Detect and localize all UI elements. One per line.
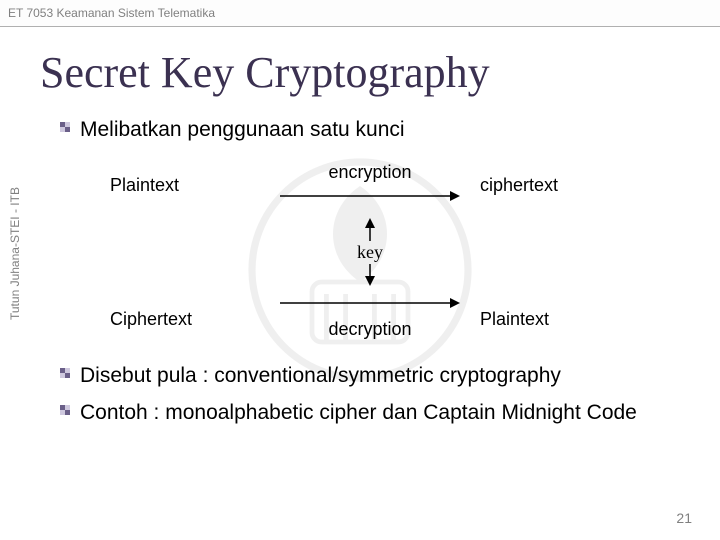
right-arrow-icon [280,189,460,203]
page-number: 21 [676,510,692,526]
bullet-text: Melibatkan penggunaan satu kunci [80,116,405,144]
slide-title: Secret Key Cryptography [40,47,720,98]
key-arrows-icon: key [280,216,460,286]
course-code: ET 7053 Keamanan Sistem Telematika [8,6,215,20]
bullet-icon [60,122,70,132]
bullet-icon [60,368,70,378]
bullet-item: Disebut pula : conventional/symmetric cr… [60,362,720,390]
encryption-row: Plaintext encryption ciphertext [110,162,630,208]
plaintext-out-label: Plaintext [480,309,630,330]
key-row: key [110,216,630,286]
bullet-text: Disebut pula : conventional/symmetric cr… [80,362,561,390]
decryption-label: decryption [280,319,460,340]
author-sidebar: Tutun Juhana-STEI - ITB [8,187,22,320]
course-header: ET 7053 Keamanan Sistem Telematika [0,0,720,27]
bullet-item: Melibatkan penggunaan satu kunci [60,116,720,144]
decryption-row: Ciphertext decryption Plaintext [110,294,630,344]
ciphertext-label: ciphertext [480,175,630,196]
bullet-text: Contoh : monoalphabetic cipher dan Capta… [80,399,637,427]
plaintext-label: Plaintext [110,175,260,196]
encryption-label: encryption [280,162,460,183]
svg-text:key: key [357,242,383,262]
crypto-diagram: Plaintext encryption ciphertext key Ciph… [110,162,630,344]
right-arrow-icon [280,296,460,310]
bullet-icon [60,405,70,415]
bullet-item: Contoh : monoalphabetic cipher dan Capta… [60,399,720,427]
ciphertext-in-label: Ciphertext [110,309,260,330]
